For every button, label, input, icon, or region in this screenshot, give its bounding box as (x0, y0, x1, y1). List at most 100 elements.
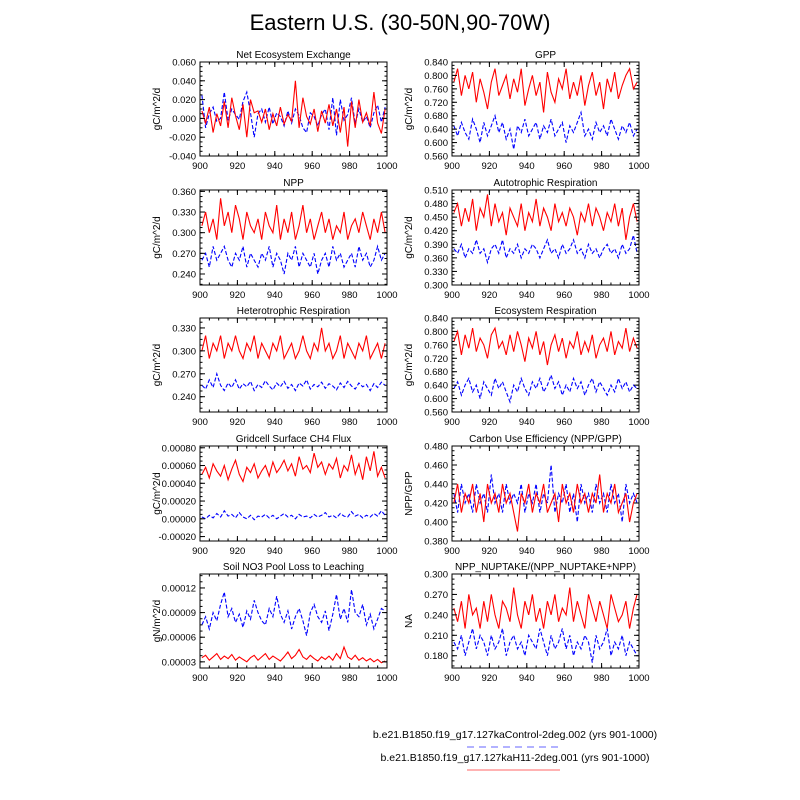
x-tick-label: 960 (556, 417, 572, 428)
y-tick-label: 0.210 (424, 631, 448, 642)
y-axis-label: gN/m^2/d (152, 600, 163, 643)
x-tick-label: 940 (267, 290, 283, 301)
y-tick-label: -0.00020 (158, 532, 196, 543)
x-tick-label: 1000 (376, 673, 397, 684)
y-axis-label: gC/m^2/d (404, 88, 415, 131)
series-line-control (453, 235, 638, 265)
y-tick-label: 0.00040 (162, 479, 196, 490)
x-tick-label: 940 (267, 546, 283, 557)
y-axis-label: gC/m^2/d (404, 344, 415, 387)
y-tick-label: 0.040 (172, 76, 196, 87)
series-line-control (201, 371, 386, 392)
x-tick-label: 960 (556, 161, 572, 172)
y-tick-label: 0.480 (424, 199, 448, 210)
panel-title: Autotrophic Respiration (494, 178, 598, 189)
y-tick-label: 0.020 (172, 95, 196, 106)
panel-7: 900 920 940 960 980 1000 0.380 0.400 0.420 0.440 0… (404, 434, 650, 557)
y-axis-label: gC/m^2/d (152, 472, 163, 515)
x-tick-label: 920 (229, 161, 245, 172)
y-tick-label: 0.760 (424, 84, 448, 95)
panel-3: 900 920 940 960 980 1000 0.300 0.330 0.360 0.390 0… (404, 178, 650, 301)
x-tick-label: 1000 (628, 290, 649, 301)
y-axis-label: gC/m^2/d (404, 216, 415, 259)
y-tick-label: 0.390 (424, 240, 448, 251)
x-tick-label: 980 (342, 673, 358, 684)
y-axis-label: gC/m^2/d (152, 88, 163, 131)
y-tick-label: 0.680 (424, 367, 448, 378)
y-tick-label: 0.720 (424, 98, 448, 109)
legend-label-h11: b.e21.B1850.f19_g17.127kaH11-2deg.001 (y… (381, 752, 650, 764)
panel-8: 900 920 940 960 980 1000 0.00003 0.00006 0.00009… (152, 562, 398, 684)
x-tick-label: 960 (304, 546, 320, 557)
series-line-control (201, 589, 386, 636)
y-tick-label: 0.600 (424, 138, 448, 149)
y-tick-label: 0.360 (424, 253, 448, 264)
y-tick-label: 0.270 (424, 590, 448, 601)
panel-0: 900 920 940 960 980 1000 -0.040 -0.020 0.000 0.02… (152, 50, 398, 172)
x-tick-label: 900 (444, 673, 460, 684)
y-tick-label: 0.060 (172, 58, 196, 69)
y-tick-label: 0.640 (424, 125, 448, 136)
series-line-control (453, 110, 638, 150)
series-line-h11 (201, 451, 386, 484)
x-tick-label: 940 (267, 673, 283, 684)
y-tick-label: -0.040 (169, 152, 196, 163)
x-tick-label: 940 (519, 290, 535, 301)
y-tick-label: 0.800 (424, 327, 448, 338)
x-tick-label: 940 (519, 673, 535, 684)
series-line-h11 (453, 194, 638, 240)
x-tick-label: 920 (481, 546, 497, 557)
y-tick-label: 0.460 (424, 461, 448, 472)
panel-title: Heterotrophic Respiration (237, 306, 350, 317)
x-tick-label: 1000 (628, 417, 649, 428)
y-tick-label: 0.180 (424, 651, 448, 662)
y-tick-label: 0.440 (424, 480, 448, 491)
x-tick-label: 920 (229, 417, 245, 428)
y-tick-label: 0.420 (424, 226, 448, 237)
y-axis-label: gC/m^2/d (152, 216, 163, 259)
panel-9: 900 920 940 960 980 1000 0.180 0.210 0.240 0.270 0… (404, 562, 650, 684)
x-tick-label: 920 (481, 161, 497, 172)
series-line-h11 (201, 645, 386, 664)
series-line-control (201, 509, 386, 521)
x-tick-label: 960 (304, 417, 320, 428)
series-line-h11 (453, 67, 638, 113)
y-tick-label: -0.020 (169, 133, 196, 144)
panel-title: Carbon Use Efficiency (NPP/GPP) (469, 434, 622, 445)
series-line-control (201, 244, 386, 275)
figure-title: Eastern U.S. (30-50N,90-70W) (250, 10, 551, 35)
x-tick-label: 980 (594, 546, 610, 557)
y-tick-label: 0.240 (424, 610, 448, 621)
x-tick-label: 1000 (376, 417, 397, 428)
x-tick-label: 920 (229, 546, 245, 557)
plot-frame (199, 445, 388, 542)
y-tick-label: 0.420 (424, 499, 448, 510)
x-tick-label: 940 (519, 546, 535, 557)
panel-2: 900 920 940 960 980 1000 0.240 0.270 0.300 0.330 0… (152, 178, 398, 301)
y-tick-label: 0.330 (172, 208, 196, 219)
x-tick-label: 900 (192, 673, 208, 684)
panel-title: Soil NO3 Pool Loss to Leaching (223, 562, 364, 573)
y-tick-label: 0.00020 (162, 497, 196, 508)
y-tick-label: 0.840 (424, 58, 448, 69)
x-tick-label: 900 (192, 546, 208, 557)
x-tick-label: 900 (444, 546, 460, 557)
y-tick-label: 0.270 (172, 249, 196, 260)
y-tick-label: 0.240 (172, 269, 196, 280)
y-tick-label: 0.330 (424, 267, 448, 278)
panel-title: NPP_NUPTAKE/(NPP_NUPTAKE+NPP) (455, 562, 636, 573)
x-tick-label: 920 (229, 673, 245, 684)
y-tick-label: 0.640 (424, 381, 448, 392)
y-tick-label: 0.00009 (162, 608, 196, 619)
x-tick-label: 960 (304, 673, 320, 684)
y-tick-label: 0.00012 (162, 583, 196, 594)
y-tick-label: 0.760 (424, 340, 448, 351)
x-tick-label: 960 (304, 161, 320, 172)
x-tick-label: 960 (556, 546, 572, 557)
y-tick-label: 0.560 (424, 152, 448, 163)
y-tick-label: 0.400 (424, 518, 448, 529)
x-tick-label: 920 (481, 673, 497, 684)
y-tick-label: 0.450 (424, 213, 448, 224)
panel-title: Ecosystem Respiration (494, 306, 596, 317)
plot-frame (199, 189, 388, 286)
